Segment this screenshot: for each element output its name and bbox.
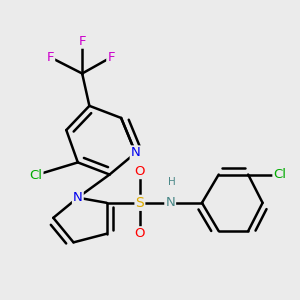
Text: N: N (131, 146, 140, 159)
Text: H: H (168, 177, 176, 187)
Text: F: F (78, 35, 86, 48)
Text: Cl: Cl (273, 168, 286, 181)
Text: N: N (165, 196, 175, 209)
Text: N: N (73, 191, 83, 204)
Text: F: F (47, 51, 54, 64)
Text: O: O (135, 227, 145, 240)
Text: F: F (107, 51, 115, 64)
Text: Cl: Cl (29, 169, 43, 182)
Text: S: S (136, 196, 144, 210)
Text: O: O (135, 165, 145, 178)
